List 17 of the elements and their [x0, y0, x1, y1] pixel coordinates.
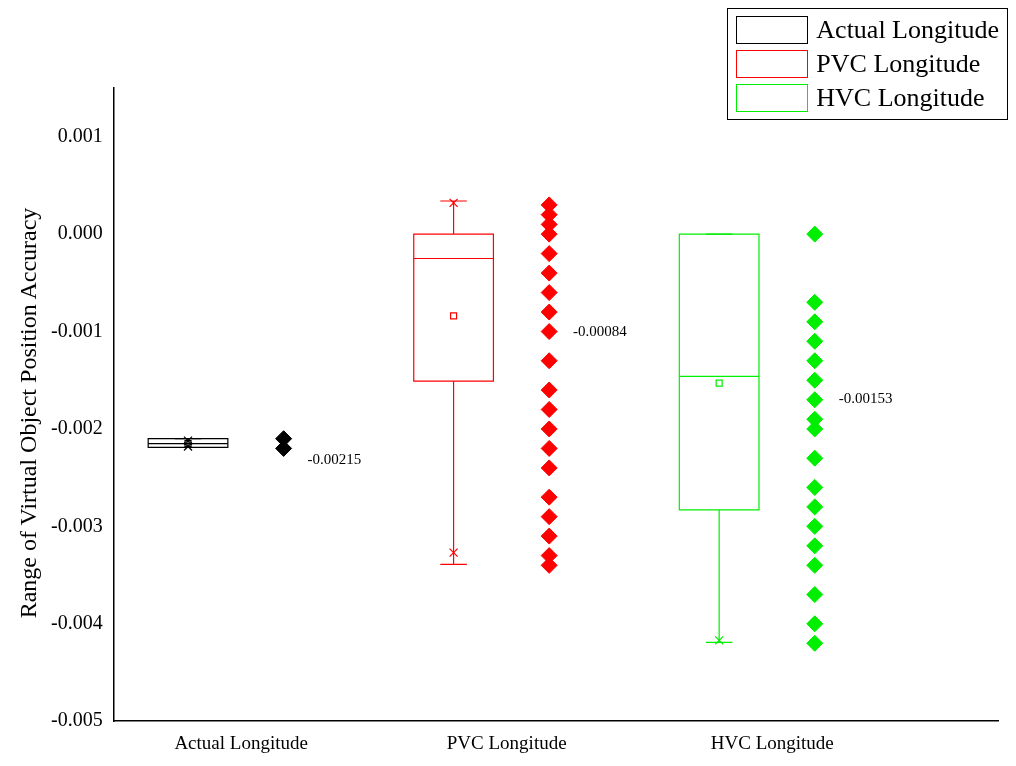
y-tick-label: -0.004 — [50, 611, 103, 634]
y-tick-label: -0.005 — [50, 708, 103, 731]
x-tick-label: Actual Longitude — [174, 731, 308, 753]
annotation: -0.00084 — [573, 322, 628, 339]
legend-label: HVC Longitude — [816, 82, 985, 114]
y-tick-label: -0.001 — [50, 318, 103, 341]
annotation: -0.00153 — [838, 390, 893, 407]
legend-label: Actual Longitude — [816, 14, 999, 46]
y-tick-label: -0.003 — [50, 513, 103, 536]
annotation: -0.00215 — [307, 450, 362, 467]
y-axis-title: Range of Virtual Object Position Accuracy — [14, 207, 42, 619]
x-tick-label: HVC Longitude — [710, 731, 834, 753]
x-tick-label: PVC Longitude — [446, 731, 567, 753]
y-tick-label: -0.002 — [50, 416, 103, 439]
legend-label: PVC Longitude — [816, 48, 981, 80]
y-tick-label: 0.001 — [57, 123, 103, 146]
y-tick-label: 0.000 — [57, 221, 103, 244]
